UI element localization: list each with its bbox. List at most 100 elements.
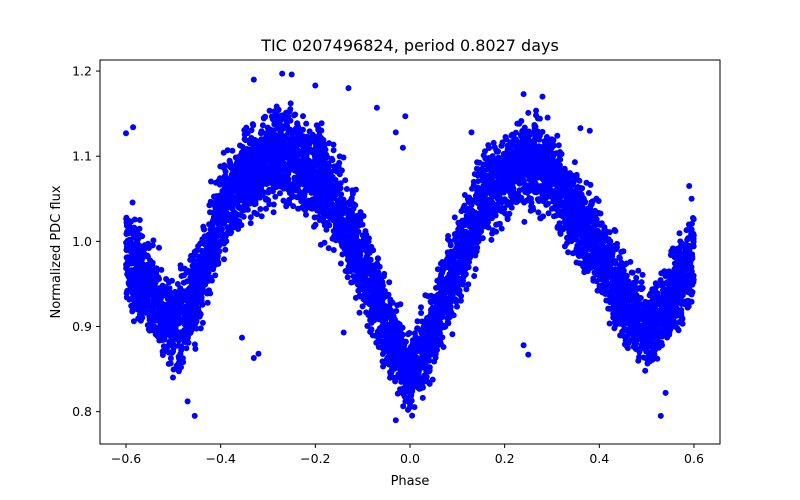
data-point bbox=[277, 175, 284, 182]
data-point bbox=[208, 178, 214, 185]
data-point bbox=[140, 307, 147, 314]
data-point bbox=[355, 287, 362, 294]
data-point bbox=[273, 103, 280, 110]
data-point bbox=[265, 128, 272, 135]
data-point bbox=[161, 335, 168, 341]
data-point bbox=[144, 293, 151, 300]
data-point bbox=[222, 246, 229, 253]
data-point bbox=[156, 276, 163, 282]
data-point bbox=[154, 266, 160, 273]
data-point bbox=[289, 129, 296, 136]
data-point bbox=[364, 323, 371, 329]
data-point bbox=[630, 343, 637, 350]
data-point bbox=[441, 265, 448, 271]
data-point bbox=[141, 242, 148, 249]
data-point bbox=[409, 412, 416, 419]
data-point bbox=[594, 271, 601, 278]
data-point bbox=[337, 260, 344, 267]
data-point bbox=[183, 345, 190, 352]
data-point bbox=[330, 247, 337, 253]
data-point bbox=[550, 137, 557, 144]
data-point bbox=[646, 292, 653, 299]
data-point bbox=[446, 314, 453, 321]
data-point bbox=[265, 189, 272, 196]
data-point bbox=[178, 273, 185, 279]
data-point bbox=[605, 305, 612, 312]
data-point bbox=[215, 260, 222, 267]
data-point bbox=[570, 179, 577, 186]
data-point bbox=[452, 296, 459, 303]
data-point bbox=[486, 145, 493, 151]
data-point bbox=[543, 134, 550, 140]
data-point bbox=[639, 271, 646, 278]
data-point bbox=[503, 136, 510, 143]
data-point bbox=[247, 220, 254, 227]
data-point bbox=[623, 343, 630, 350]
data-point bbox=[303, 211, 309, 218]
data-point bbox=[434, 266, 441, 273]
data-point bbox=[577, 185, 584, 191]
data-point bbox=[167, 355, 174, 362]
data-point bbox=[490, 139, 497, 146]
data-point bbox=[363, 231, 370, 238]
data-point bbox=[177, 262, 184, 269]
data-point bbox=[498, 225, 505, 232]
data-point bbox=[633, 274, 640, 281]
data-point bbox=[622, 326, 629, 333]
data-point bbox=[251, 137, 258, 144]
data-point bbox=[473, 165, 480, 172]
data-point bbox=[262, 114, 268, 121]
data-point bbox=[582, 198, 589, 205]
data-point bbox=[642, 367, 649, 374]
data-point bbox=[323, 226, 330, 233]
data-point bbox=[170, 374, 176, 381]
data-point bbox=[220, 165, 227, 171]
data-point bbox=[285, 113, 292, 120]
data-point bbox=[325, 245, 332, 252]
data-point bbox=[359, 303, 366, 310]
data-point bbox=[241, 127, 248, 134]
data-point bbox=[123, 261, 130, 268]
data-point bbox=[504, 216, 511, 223]
data-point bbox=[321, 142, 328, 149]
data-point bbox=[258, 213, 265, 220]
data-point bbox=[638, 279, 645, 286]
data-point bbox=[290, 203, 297, 210]
data-point bbox=[301, 191, 308, 197]
data-point bbox=[472, 266, 479, 273]
data-point bbox=[299, 126, 306, 133]
data-point bbox=[565, 249, 572, 256]
data-point bbox=[244, 206, 251, 213]
data-point bbox=[156, 244, 162, 251]
data-point bbox=[205, 288, 211, 295]
data-point bbox=[663, 308, 669, 315]
data-point bbox=[408, 391, 415, 398]
data-point bbox=[191, 341, 198, 348]
data-point bbox=[518, 150, 525, 157]
data-point bbox=[394, 390, 401, 397]
data-point bbox=[451, 214, 458, 221]
data-point bbox=[150, 237, 157, 244]
data-point bbox=[545, 210, 552, 217]
data-point bbox=[348, 279, 355, 286]
data-point bbox=[390, 313, 397, 320]
data-point bbox=[521, 126, 528, 133]
data-point bbox=[130, 318, 137, 325]
data-point bbox=[690, 235, 697, 242]
data-point bbox=[260, 189, 267, 196]
data-point bbox=[158, 266, 165, 273]
data-point bbox=[684, 304, 691, 311]
data-point bbox=[429, 304, 436, 311]
data-point bbox=[307, 134, 314, 141]
data-point bbox=[199, 319, 206, 326]
data-point bbox=[192, 345, 199, 352]
data-point bbox=[535, 209, 542, 216]
data-point bbox=[199, 285, 206, 292]
data-point bbox=[197, 325, 204, 332]
data-point bbox=[620, 333, 627, 340]
data-point bbox=[257, 206, 264, 212]
data-point bbox=[395, 320, 401, 327]
data-point bbox=[518, 133, 525, 140]
data-point bbox=[318, 120, 325, 127]
data-point bbox=[212, 272, 219, 279]
